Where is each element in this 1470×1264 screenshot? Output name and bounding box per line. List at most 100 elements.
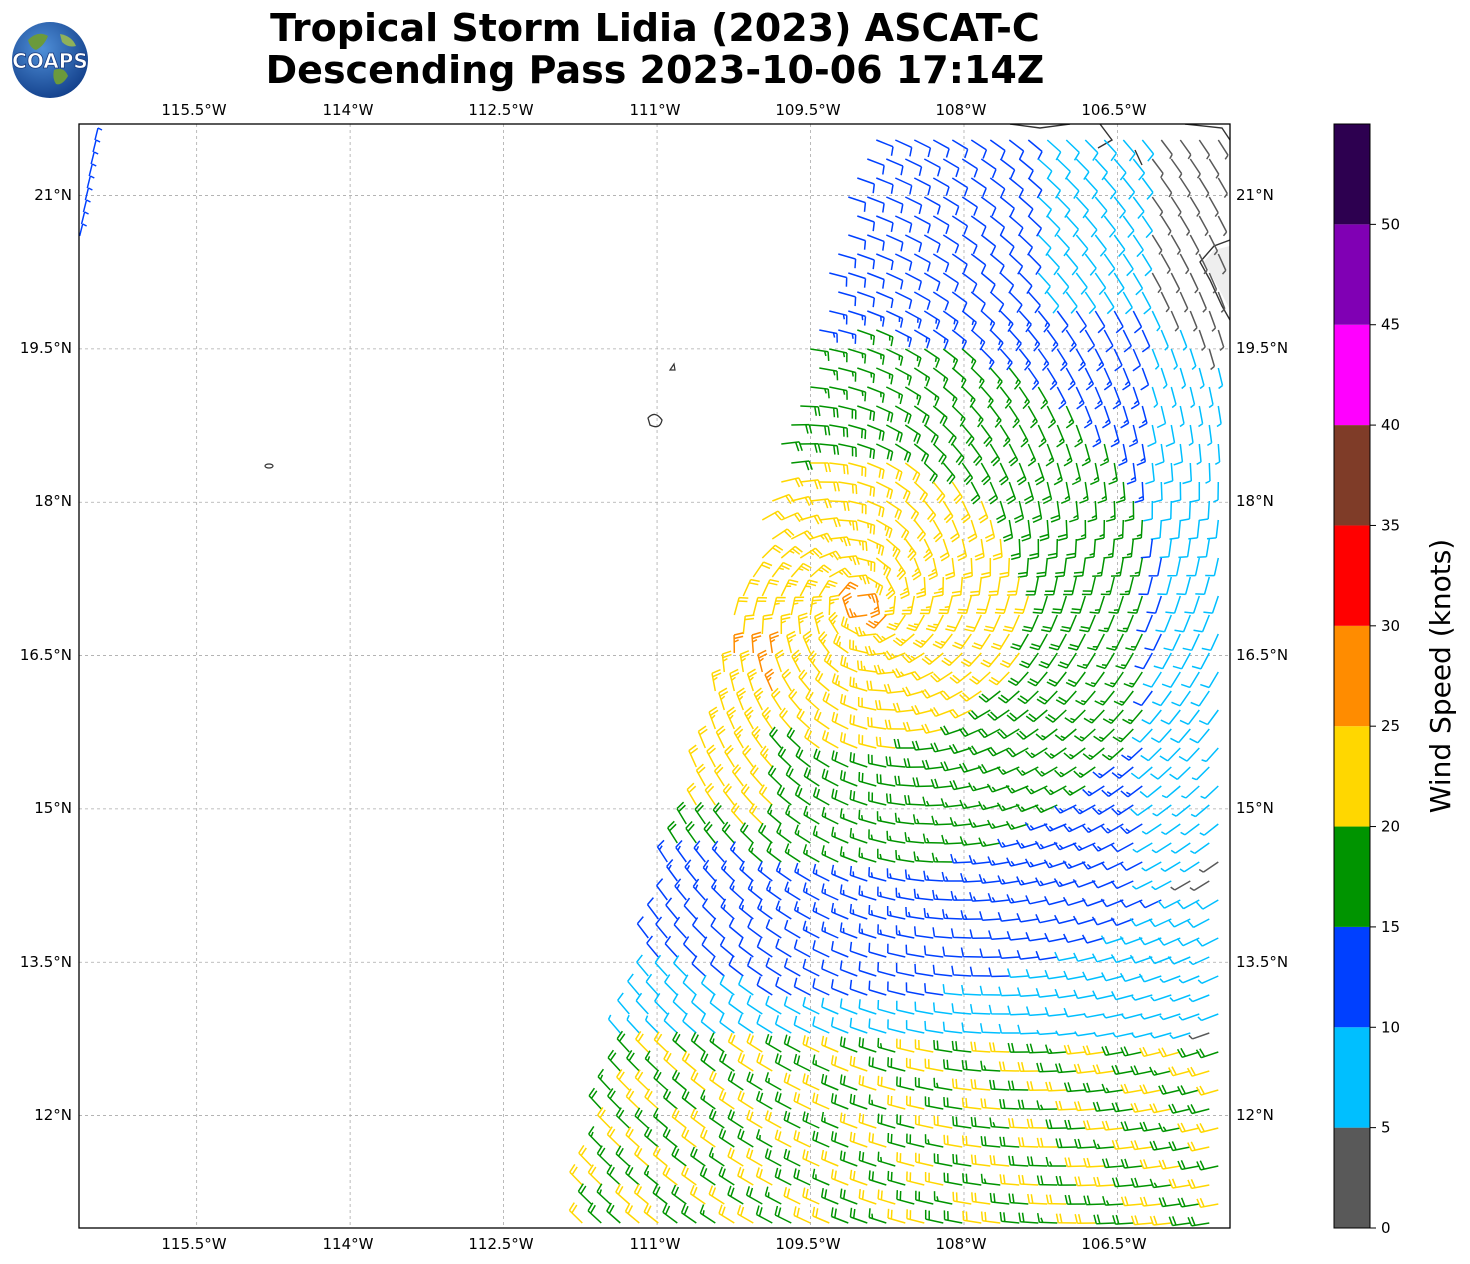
wind-barb	[999, 424, 1011, 448]
wind-barb	[876, 811, 896, 825]
wind-barb	[1081, 443, 1091, 467]
wind-barb	[1122, 215, 1135, 238]
wind-barb	[1063, 933, 1086, 944]
wind-barb	[1178, 747, 1200, 762]
wind-barb	[1029, 633, 1048, 651]
wind-barb	[691, 917, 706, 939]
lon-tick-top: 106.5°W	[1081, 101, 1146, 119]
wind-barb	[88, 163, 97, 177]
wind-barb	[742, 745, 754, 768]
wind-barb	[848, 462, 867, 477]
wind-barb	[943, 1172, 963, 1186]
wind-barb	[821, 921, 839, 939]
wind-barb	[1027, 1193, 1048, 1205]
wind-barb	[1198, 329, 1206, 351]
wind-barb	[997, 875, 1020, 885]
wind-barb	[866, 538, 885, 556]
wind-barb	[1117, 614, 1134, 633]
wind-barb	[766, 842, 782, 863]
wind-barb	[807, 650, 820, 673]
wind-barb	[739, 822, 754, 844]
wind-barb	[1139, 1159, 1162, 1170]
lon-tick-bottom: 114°W	[323, 1235, 374, 1253]
wind-barb	[681, 1089, 697, 1110]
wind-barb	[1208, 234, 1219, 256]
wind-barb	[1006, 481, 1017, 505]
wind-barb	[894, 329, 913, 348]
wind-barb	[700, 1089, 716, 1110]
lon-tick-bottom: 115.5°W	[161, 1235, 226, 1253]
wind-barb	[1018, 1174, 1039, 1186]
wind-barb	[655, 916, 668, 939]
wind-barb	[877, 886, 896, 901]
wind-barb	[710, 879, 725, 901]
wind-barb	[1065, 177, 1080, 200]
wind-barb	[839, 770, 858, 787]
wind-barb	[1170, 158, 1183, 179]
wind-barb	[1100, 576, 1116, 596]
wind-barb	[1082, 971, 1105, 981]
colorbar-bin	[1334, 726, 1370, 827]
wind-barb	[1092, 766, 1115, 779]
wind-barb	[961, 348, 977, 370]
wind-barb	[1170, 234, 1181, 256]
wind-barb	[1187, 1178, 1210, 1190]
wind-barb	[92, 139, 101, 153]
wind-barb	[812, 787, 830, 806]
wind-barb	[915, 1190, 934, 1205]
wind-barb	[1146, 595, 1163, 614]
wind-barb	[1037, 158, 1053, 180]
wind-barb	[1113, 310, 1124, 334]
wind-barb	[857, 367, 876, 384]
wind-barb	[1044, 576, 1059, 596]
wind-barb	[774, 1129, 792, 1148]
wind-barb	[1056, 386, 1067, 410]
wind-barb	[728, 994, 744, 1015]
lat-tick-left: 19.5°N	[20, 339, 72, 357]
wind-barb	[980, 348, 995, 370]
wind-barb	[1196, 1160, 1219, 1171]
wind-barb	[793, 939, 811, 958]
wind-barb	[932, 405, 948, 427]
wind-barb	[1179, 367, 1187, 390]
wind-barb	[1056, 234, 1071, 257]
wind-barb	[932, 443, 947, 465]
wind-barb	[821, 1035, 839, 1053]
wind-barb	[1026, 1081, 1048, 1092]
wind-barb	[616, 1030, 630, 1053]
wind-barb	[887, 943, 906, 958]
wind-barb	[718, 1204, 735, 1224]
wind-barb	[755, 1129, 773, 1148]
wind-barb	[1213, 481, 1220, 503]
wind-barb	[895, 962, 915, 977]
wind-barb	[1039, 519, 1050, 542]
wind-barb	[694, 801, 706, 825]
wind-barb	[764, 1110, 782, 1129]
wind-barb	[673, 916, 687, 939]
wind-barb	[999, 158, 1016, 179]
wind-barb	[680, 1203, 697, 1224]
wind-barb	[794, 786, 811, 806]
wind-barb	[885, 576, 896, 600]
wind-barb	[757, 822, 773, 844]
wind-barb	[1111, 804, 1134, 816]
wind-barb	[1103, 177, 1117, 200]
wind-barb	[812, 940, 830, 958]
wind-barb	[1055, 1030, 1077, 1036]
wind-barb	[757, 649, 768, 673]
wind-barb	[951, 405, 966, 427]
wind-barb	[766, 803, 782, 825]
wind-barb	[1076, 652, 1096, 670]
wind-barb	[742, 614, 755, 635]
wind-barb	[961, 1135, 982, 1148]
wind-barb	[858, 961, 877, 977]
wind-barb	[790, 562, 812, 578]
wind-barb	[729, 668, 740, 692]
wind-barb	[802, 630, 813, 654]
wind-barb	[1168, 1141, 1191, 1152]
wind-barb	[719, 936, 735, 958]
wind-barb	[1073, 1063, 1096, 1074]
wind-barb	[1092, 1139, 1115, 1150]
wind-barb	[1160, 367, 1168, 389]
wind-barb	[1008, 1155, 1029, 1167]
